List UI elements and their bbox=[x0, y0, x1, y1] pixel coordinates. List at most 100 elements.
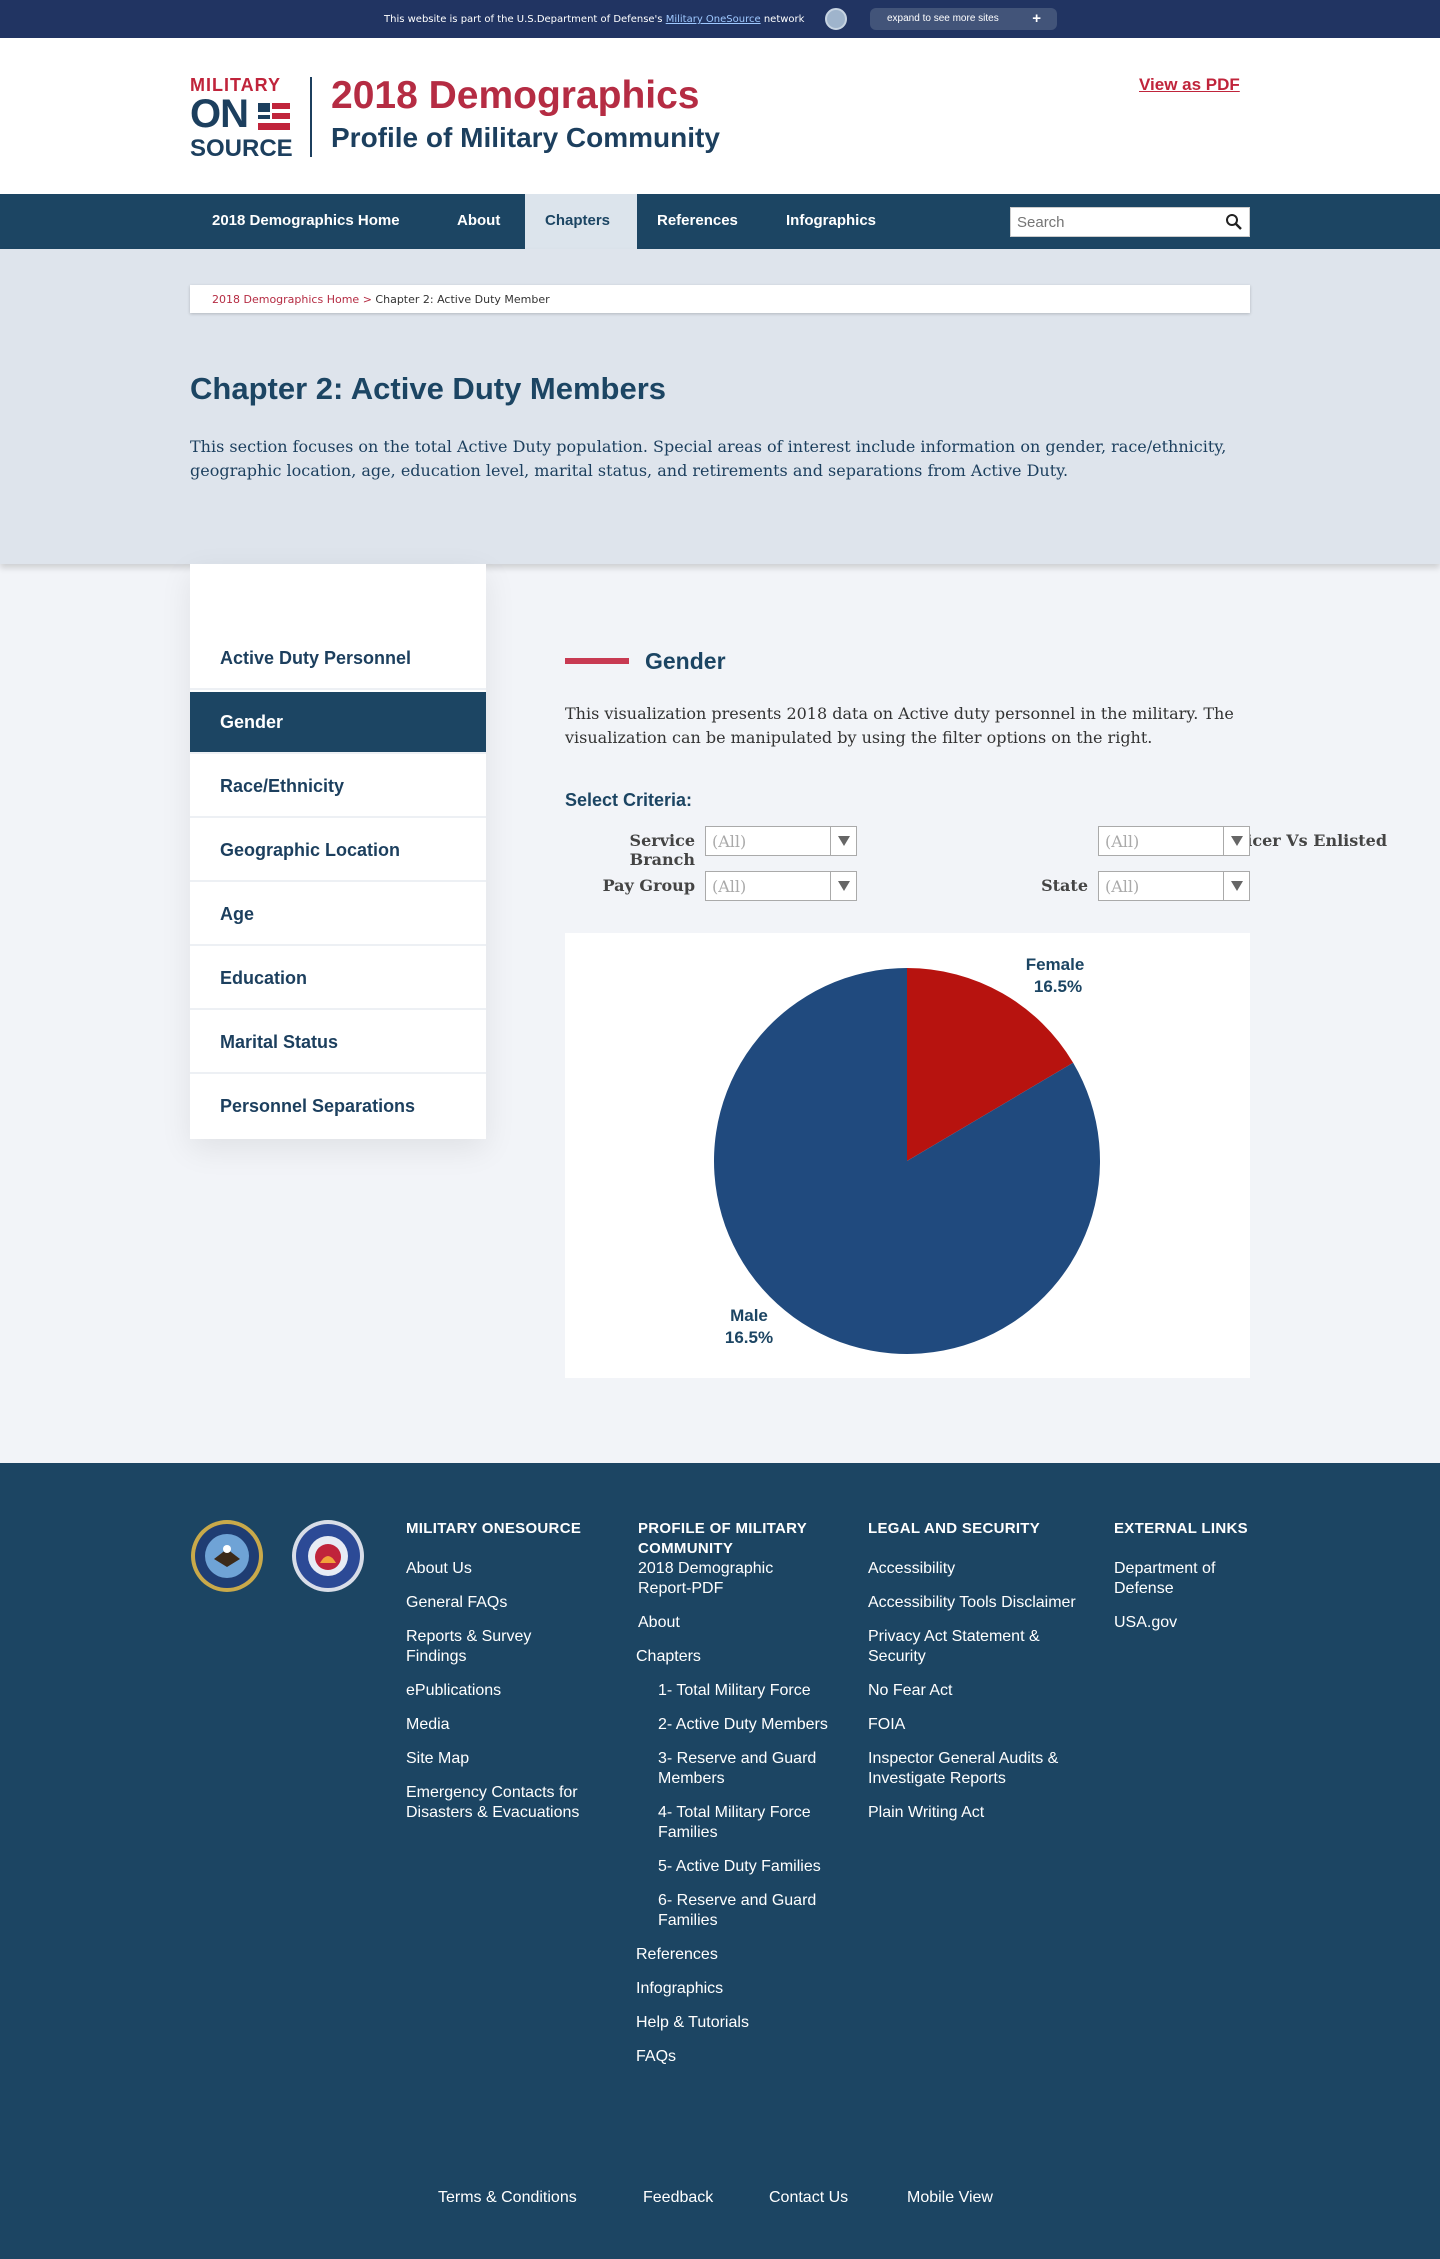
nav-item-about[interactable]: About bbox=[457, 212, 501, 229]
footer-link-reports-survey[interactable]: Reports & Survey Findings bbox=[406, 1628, 532, 1665]
footer-link-mobile-view[interactable]: Mobile View bbox=[907, 2189, 993, 2206]
flag-icon bbox=[258, 103, 290, 130]
footer-link-terms[interactable]: Terms & Conditions bbox=[438, 2189, 577, 2206]
footer-link-chapter-1[interactable]: 1- Total Military Force bbox=[658, 1682, 811, 1699]
footer-link-media[interactable]: Media bbox=[406, 1716, 450, 1733]
chevron-down-icon[interactable] bbox=[1223, 872, 1249, 900]
filter-label-service-branch: Service Branch bbox=[629, 831, 695, 869]
site-subtitle: Profile of Military Community bbox=[331, 122, 720, 153]
nav-item-home[interactable]: 2018 Demographics Home bbox=[212, 212, 400, 229]
military-onesource-logo[interactable]: MILITARY ON SOURCE bbox=[190, 75, 293, 162]
network-banner: This website is part of the U.S.Departme… bbox=[0, 0, 1440, 38]
footer-link-site-map[interactable]: Site Map bbox=[406, 1750, 470, 1767]
pie-label-female: Female bbox=[1026, 955, 1085, 974]
footer-link-department-of-defense[interactable]: Department of Defense bbox=[1114, 1560, 1216, 1597]
network-text-after: network bbox=[763, 14, 805, 25]
officer-vs-enlisted-select[interactable]: (All) bbox=[1098, 826, 1250, 856]
section-description: This visualization presents 2018 data on… bbox=[565, 704, 1234, 747]
footer-link-privacy-act[interactable]: Privacy Act Statement & Security bbox=[868, 1628, 1040, 1665]
logo-line-source: SOURCE bbox=[190, 135, 293, 162]
chapter-hero: 2018 Demographics Home > Chapter 2: Acti… bbox=[0, 249, 1440, 564]
sidenav-item-race-ethnicity[interactable]: Race/Ethnicity bbox=[190, 756, 486, 818]
footer-heading: PROFILE OF MILITARY COMMUNITY bbox=[638, 1520, 807, 1557]
footer-link-contact-us[interactable]: Contact Us bbox=[769, 2189, 849, 2206]
footer-link-chapter-3[interactable]: 3- Reserve and Guard Members bbox=[658, 1750, 817, 1787]
footer-link-chapter-6[interactable]: 6- Reserve and Guard Families bbox=[658, 1892, 817, 1929]
chevron-down-icon[interactable] bbox=[830, 872, 856, 900]
footer-col-military-onesource: MILITARY ONESOURCE About Us General FAQs… bbox=[406, 1519, 586, 1837]
footer-link-no-fear-act[interactable]: No Fear Act bbox=[868, 1682, 953, 1699]
footer-link-demographic-report-pdf[interactable]: 2018 Demographic Report-PDF bbox=[638, 1560, 774, 1597]
sidenav-item-gender[interactable]: Gender bbox=[190, 692, 486, 754]
footer-link-chapter-2[interactable]: 2- Active Duty Members bbox=[658, 1716, 828, 1733]
footer-col-legal: LEGAL AND SECURITY Accessibility Accessi… bbox=[868, 1519, 1078, 1837]
footer-link-about[interactable]: About bbox=[638, 1614, 680, 1631]
site-footer: MILITARY ONESOURCE About Us General FAQs… bbox=[0, 1463, 1440, 2259]
footer-link-accessibility[interactable]: Accessibility bbox=[868, 1560, 956, 1577]
sidenav-item-education[interactable]: Education bbox=[190, 948, 486, 1010]
sidenav-item-personnel-separations[interactable]: Personnel Separations bbox=[220, 1096, 416, 1116]
footer-heading: MILITARY ONESOURCE bbox=[406, 1520, 582, 1537]
footer-link-accessibility-tools[interactable]: Accessibility Tools Disclaimer bbox=[868, 1594, 1076, 1611]
pie-slice-male[interactable] bbox=[714, 968, 1100, 1354]
view-as-pdf-link[interactable]: View as PDF bbox=[1139, 75, 1240, 94]
footer-link-infographics[interactable]: Infographics bbox=[636, 1980, 724, 1997]
chevron-down-icon[interactable] bbox=[830, 827, 856, 855]
footer-link-usa-gov[interactable]: USA.gov bbox=[1114, 1614, 1178, 1631]
pie-label-male: Male bbox=[730, 1306, 768, 1325]
pay-group-value: (All) bbox=[712, 877, 747, 896]
gender-chart: Female 16.5% Male 16.5% bbox=[565, 933, 1250, 1378]
nav-item-chapters[interactable]: Chapters bbox=[525, 194, 637, 249]
footer-link-chapter-4[interactable]: 4- Total Military Force Families bbox=[658, 1804, 811, 1841]
pie-value-label-female: 16.5% bbox=[1034, 977, 1082, 996]
search-icon[interactable] bbox=[1225, 213, 1243, 231]
footer-link-chapter-5[interactable]: 5- Active Duty Families bbox=[658, 1858, 821, 1875]
breadcrumb-separator: > bbox=[362, 293, 372, 306]
footer-link-emergency-contacts[interactable]: Emergency Contacts for Disasters & Evacu… bbox=[406, 1784, 580, 1821]
expand-sites-label: expand to see more sites bbox=[887, 13, 999, 24]
footer-col-external: EXTERNAL LINKS Department of Defense USA… bbox=[1114, 1519, 1250, 1647]
chapter-sidenav: Active Duty Personnel Gender Race/Ethnic… bbox=[190, 564, 486, 1139]
service-branch-value: (All) bbox=[712, 832, 747, 851]
footer-link-general-faqs[interactable]: General FAQs bbox=[406, 1594, 508, 1611]
footer-link-help-tutorials[interactable]: Help & Tutorials bbox=[636, 2014, 749, 2031]
footer-link-chapters[interactable]: Chapters bbox=[636, 1648, 701, 1665]
pie-slice-female[interactable] bbox=[907, 968, 1074, 1161]
footer-link-plain-writing-act[interactable]: Plain Writing Act bbox=[868, 1804, 985, 1821]
chevron-down-icon[interactable] bbox=[1223, 827, 1249, 855]
search-input[interactable] bbox=[1011, 208, 1211, 236]
breadcrumb-home-link[interactable]: 2018 Demographics Home bbox=[212, 293, 360, 306]
sidenav-item-age[interactable]: Age bbox=[190, 884, 486, 946]
footer-link-foia[interactable]: FOIA bbox=[868, 1716, 906, 1733]
sidenav-item-geographic-location[interactable]: Geographic Location bbox=[190, 820, 486, 882]
military-onesource-link[interactable]: Military OneSource bbox=[665, 14, 761, 25]
filter-label-pay-group: Pay Group bbox=[602, 876, 695, 895]
sidenav-item-marital-status[interactable]: Marital Status bbox=[190, 1012, 486, 1074]
site-title: 2018 Demographics bbox=[331, 74, 700, 117]
officer-vs-enlisted-value: (All) bbox=[1105, 832, 1140, 851]
footer-link-faqs[interactable]: FAQs bbox=[636, 2048, 677, 2065]
dod-seal-icon bbox=[825, 8, 847, 30]
state-select[interactable]: (All) bbox=[1098, 871, 1250, 901]
breadcrumb-current: Chapter 2: Active Duty Member bbox=[375, 293, 550, 306]
gender-pie-chart: Female 16.5% Male 16.5% bbox=[714, 955, 1100, 1354]
expand-sites-button[interactable]: expand to see more sites + bbox=[870, 8, 1057, 30]
header-divider bbox=[310, 77, 312, 157]
search-box bbox=[1010, 207, 1250, 237]
nav-item-references[interactable]: References bbox=[657, 212, 738, 229]
sidenav-item-active-duty-personnel[interactable]: Active Duty Personnel bbox=[190, 628, 486, 690]
network-text: This website is part of the U.S.Departme… bbox=[384, 14, 663, 25]
footer-link-feedback[interactable]: Feedback bbox=[643, 2189, 714, 2206]
footer-link-inspector-general[interactable]: Inspector General Audits & Investigate R… bbox=[868, 1750, 1059, 1787]
pay-group-select[interactable]: (All) bbox=[705, 871, 857, 901]
footer-link-references[interactable]: References bbox=[636, 1946, 718, 1963]
chapter-description: This section focuses on the total Active… bbox=[190, 437, 1227, 480]
department-of-defense-seal-icon bbox=[191, 1520, 263, 1592]
footer-link-epublications[interactable]: ePublications bbox=[406, 1682, 502, 1699]
main-content: Active Duty Personnel Gender Race/Ethnic… bbox=[0, 564, 1440, 1459]
network-message: This website is part of the U.S.Departme… bbox=[384, 14, 804, 25]
filter-label-state: State bbox=[1041, 876, 1088, 895]
service-branch-select[interactable]: (All) bbox=[705, 826, 857, 856]
nav-item-infographics[interactable]: Infographics bbox=[786, 212, 877, 229]
footer-link-about-us[interactable]: About Us bbox=[406, 1560, 472, 1577]
